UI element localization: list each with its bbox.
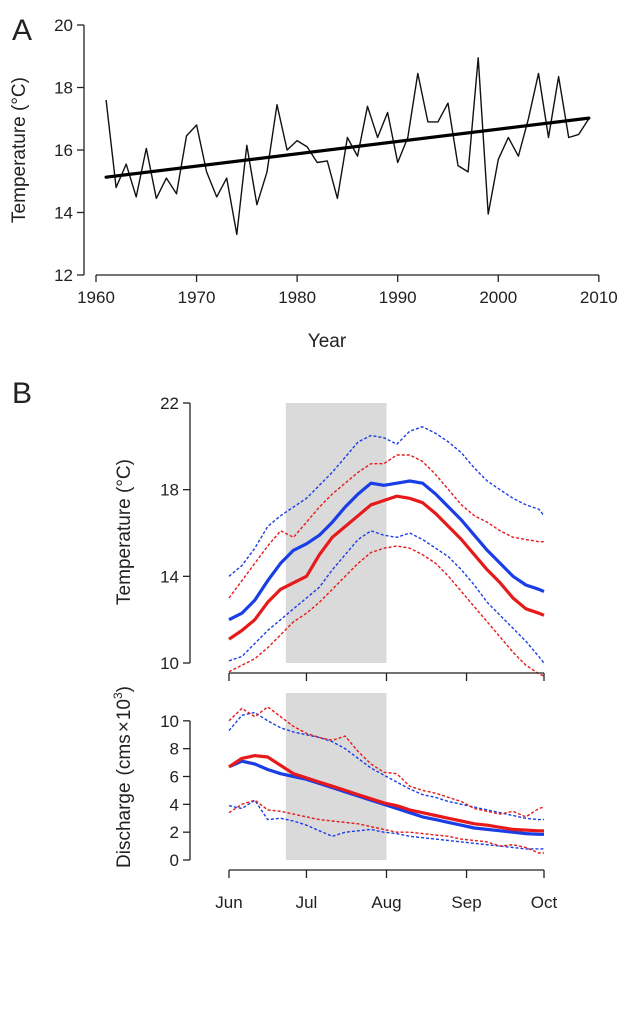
discharge-ylabel-open-paren: (	[114, 768, 135, 775]
panel-b-discharge-ytick-label: 2	[170, 823, 179, 842]
panel-b-discharge-ytick-label: 0	[170, 851, 179, 870]
panel-b-discharge-ytick-label: 8	[170, 740, 179, 759]
discharge-ylabel-text: Discharge	[114, 782, 135, 868]
panel-b-discharge-ytick-label: 6	[170, 768, 179, 787]
panel-b-temperature-series-red-dotted	[228, 454, 544, 599]
panel-b-temperature-series-blue-solid	[228, 479, 545, 622]
panel-b-temperature-chart: Temperature (°C) 10 14 18 22	[114, 394, 545, 681]
panel-b-temperature-ytick-label: 14	[160, 567, 179, 586]
panel-b-discharge-xtick-label: Aug	[371, 893, 401, 912]
panel-a-ytick-label: 14	[54, 204, 73, 223]
panel-a-ylabel: Temperature (°C)	[9, 77, 30, 223]
panel-a-xtick-label: 2010	[580, 288, 618, 307]
panel-a-xlabel: Year	[308, 331, 347, 352]
discharge-ylabel-times: ×	[114, 721, 135, 732]
panel-a-xtick-label: 1990	[379, 288, 417, 307]
discharge-ylabel-exponent: 3	[111, 692, 125, 699]
panel-b-temperature-series-blue-dotted	[228, 426, 545, 577]
panel-a-xtick-label: 1970	[178, 288, 216, 307]
panel-a-trend-line	[104, 116, 591, 179]
panel-a-temperature-series	[105, 57, 590, 236]
discharge-ylabel-ten: 10	[114, 699, 135, 720]
panel-b-temperature-ytick-label: 18	[160, 481, 179, 500]
panel-b-discharge-xtick-label: Jul	[296, 893, 318, 912]
panel-b-temperature-ytick-label: 10	[160, 654, 179, 673]
panel-a-xtick-label: 2000	[479, 288, 517, 307]
panel-b-discharge-xtick-label: Jun	[215, 893, 242, 912]
panel-b-discharge-series-blue-dotted	[228, 799, 544, 850]
panel-b-discharge-series-red-solid	[228, 754, 544, 833]
panel-a-ytick-label: 12	[54, 266, 73, 285]
discharge-ylabel-unit: cms	[114, 734, 135, 769]
panel-a-xtick-label: 1980	[278, 288, 316, 307]
panel-a-ytick-label: 16	[54, 141, 73, 160]
panel-b-temperature-series-blue-dotted	[228, 530, 545, 664]
panel-a-ytick-label: 20	[54, 16, 73, 35]
panel-b-temperature-ytick-label: 22	[160, 394, 179, 413]
panel-b-discharge-ytick-label: 4	[170, 795, 179, 814]
panel-b-discharge-ytick-label: 10	[160, 712, 179, 731]
panel-a-letter: A	[12, 14, 32, 47]
panel-b-temperature-ylabel: Temperature (°C)	[114, 459, 135, 605]
panel-a-ytick-label: 18	[54, 79, 73, 98]
panel-b-temperature-series-red-dotted	[228, 545, 545, 677]
panel-b-discharge-series-red-dotted	[228, 706, 545, 818]
panel-b-temperature-series-red-solid	[228, 494, 545, 641]
panel-a-xtick-label: 1960	[77, 288, 115, 307]
panel-b-discharge-series-red-dotted	[228, 799, 544, 854]
panel-b-discharge-ylabel: Discharge (cms ×103)	[111, 686, 135, 868]
panel-a-chart: Temperature (°C) Year 12 14 16 18 20 1960 1970…	[9, 16, 618, 352]
panel-b-discharge-series-blue-dotted	[228, 711, 544, 821]
panel-b-letter: B	[12, 377, 32, 410]
panel-b-discharge-xtick-label: Sep	[451, 893, 481, 912]
panel-b-discharge-series-blue-solid	[228, 759, 544, 836]
panel-b-discharge-xtick-label: Oct	[531, 893, 558, 912]
discharge-ylabel-close-paren: )	[114, 686, 135, 692]
